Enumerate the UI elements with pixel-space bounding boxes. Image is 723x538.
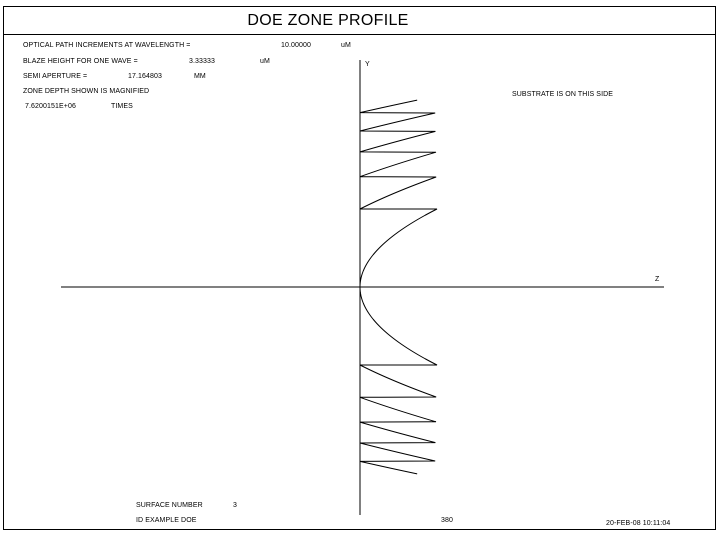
- surface-number-label: SURFACE NUMBER: [136, 502, 203, 509]
- substrate-note: SUBSTRATE IS ON THIS SIDE: [512, 91, 614, 98]
- z-axis-label: Z: [655, 276, 660, 283]
- profile-upper-half: [359, 99, 438, 287]
- plot-frame: [3, 6, 716, 530]
- profile-lower-half: [359, 287, 438, 475]
- blaze-unit: uM: [260, 58, 270, 65]
- semi-aperture-unit: MM: [194, 73, 206, 80]
- page-number: 380: [441, 517, 453, 524]
- blaze-label: BLAZE HEIGHT FOR ONE WAVE =: [23, 58, 138, 65]
- date-time: 20-FEB-08 10:11:04: [606, 520, 671, 527]
- zone-profile-curve: [359, 99, 438, 475]
- y-axis-label: Y: [365, 61, 370, 68]
- title-box: [3, 6, 716, 35]
- id-text: ID EXAMPLE DOE: [136, 517, 197, 524]
- opd-value: 10.00000: [281, 42, 311, 49]
- magnification-value: 7.6200151E+06: [25, 103, 76, 110]
- surface-number-value: 3: [233, 502, 237, 509]
- opd-unit: uM: [341, 42, 351, 49]
- blaze-value: 3.33333: [189, 58, 216, 65]
- plot-title: DOE ZONE PROFILE: [247, 12, 409, 29]
- opd-label: OPTICAL PATH INCREMENTS AT WAVELENGTH =: [23, 42, 191, 49]
- zone-depth-label: ZONE DEPTH SHOWN IS MAGNIFIED: [23, 88, 150, 95]
- semi-aperture-value: 17.164803: [128, 73, 162, 80]
- semi-aperture-label: SEMI APERTURE =: [23, 73, 88, 80]
- magnification-unit: TIMES: [111, 103, 133, 110]
